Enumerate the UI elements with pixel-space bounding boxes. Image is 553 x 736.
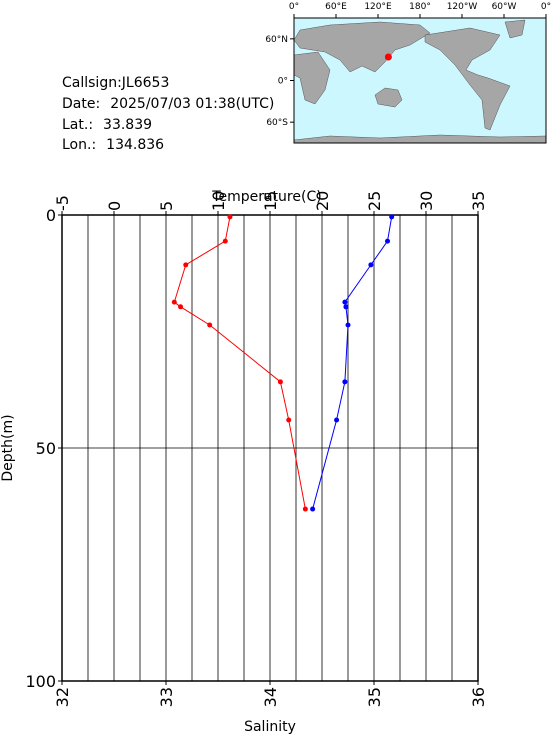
- profile-point: [342, 299, 348, 305]
- lon-label: Lon.:: [62, 137, 96, 153]
- x-tick-label: 33: [157, 687, 176, 707]
- x2-tick-label: 0: [105, 201, 124, 211]
- x-tick-label: 36: [469, 687, 488, 707]
- date-value: 2025/07/03 01:38(UTC): [110, 96, 274, 112]
- x2-axis-label: Temperature(C): [211, 189, 321, 205]
- x-tick-label: 35: [365, 687, 384, 707]
- x2-tick-label: 15: [261, 191, 280, 211]
- map-x-tick-label: 120°E: [364, 2, 392, 12]
- profile-point: [368, 262, 374, 268]
- profile-line: [312, 216, 393, 510]
- profile-point: [277, 379, 283, 385]
- callsign: Callsign:JL6653: [62, 75, 169, 91]
- map-x-tick-label: 180°: [409, 2, 431, 12]
- x-axis-label: Salinity: [244, 719, 296, 735]
- map-y-tick-label: 60°S: [266, 118, 288, 128]
- profile-point: [183, 262, 189, 268]
- x2-tick-label: 25: [365, 191, 384, 211]
- profile-point: [222, 238, 228, 244]
- location-marker: [384, 53, 392, 61]
- map-y-tick-label: 60°N: [265, 35, 288, 45]
- profile-point: [302, 506, 308, 512]
- lon-value: 134.836: [106, 137, 164, 153]
- x2-tick-label: 35: [469, 191, 488, 211]
- map-x-tick-label: 120°W: [447, 2, 478, 12]
- profile-point: [334, 417, 340, 423]
- date-label: Date:: [62, 96, 100, 112]
- y-axis-label: Depth(m): [0, 414, 16, 481]
- map-x-tick-label: 0°: [541, 2, 551, 12]
- land: [424, 27, 511, 131]
- x-tick-label: 32: [53, 687, 72, 707]
- map-x-tick-label: 60°W: [492, 2, 517, 12]
- lat-value: 33.839: [103, 117, 152, 133]
- profile-point: [286, 417, 292, 423]
- x2-tick-label: -5: [53, 195, 72, 211]
- y-tick-label: 50: [36, 439, 56, 458]
- map-x-tick-label: 60°E: [325, 2, 347, 12]
- profile-point: [345, 322, 351, 328]
- profile-point: [207, 322, 213, 328]
- land: [504, 19, 526, 39]
- profile-point: [389, 214, 395, 220]
- x-tick-label: 34: [261, 687, 280, 707]
- x2-tick-label: 10: [209, 191, 228, 211]
- profile-point: [385, 238, 391, 244]
- profile-point: [343, 304, 349, 310]
- profile-point: [342, 379, 348, 385]
- y-tick-label: 100: [25, 672, 56, 691]
- date: Date: 2025/07/03 01:38(UTC): [62, 96, 274, 112]
- profile-point: [310, 506, 316, 512]
- x2-tick-label: 30: [417, 191, 436, 211]
- profile-point: [178, 304, 184, 310]
- lon: Lon.: 134.836: [62, 137, 164, 153]
- land: [293, 51, 331, 105]
- profile-line: [173, 216, 306, 510]
- profile-point: [227, 214, 233, 220]
- lat: Lat.: 33.839: [62, 117, 152, 133]
- y-tick-label: 0: [46, 206, 56, 225]
- map: [293, 17, 547, 144]
- x2-tick-label: 20: [313, 191, 332, 211]
- profile-point: [171, 299, 177, 305]
- x2-tick-label: 5: [157, 201, 176, 211]
- lat-label: Lat.:: [62, 117, 93, 133]
- land: [374, 87, 403, 108]
- map-x-tick-label: 0°: [289, 2, 299, 12]
- map-y-tick-label: 0°: [278, 77, 288, 87]
